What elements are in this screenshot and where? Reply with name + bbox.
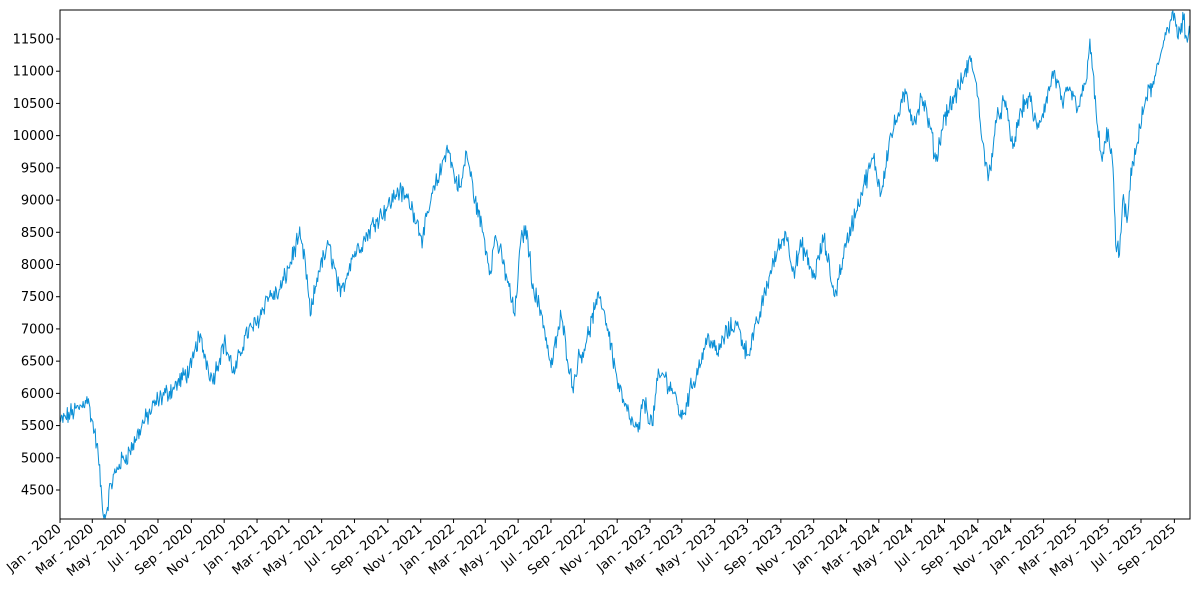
- y-tick-label: 8000: [21, 258, 54, 273]
- y-tick-label: 8500: [21, 226, 54, 241]
- plot-frame: [59, 9, 1191, 520]
- series-layer: [59, 10, 1191, 519]
- y-tick-label: 7000: [21, 322, 54, 337]
- y-tick-label: 9000: [21, 194, 54, 209]
- series-line: [59, 10, 1191, 519]
- y-tick-label: 11000: [13, 65, 54, 80]
- y-tick-label: 6000: [21, 387, 54, 402]
- y-tick-label: 6500: [21, 355, 54, 370]
- y-tick-label: 10500: [13, 97, 54, 112]
- y-axis-ticks: 4500 5000 5500 6000 6500 7000 7500 8000 8500 9000…: [13, 32, 60, 499]
- y-tick-label: 5500: [21, 419, 54, 434]
- y-tick-label: 4500: [21, 484, 54, 499]
- y-tick-label: 9500: [21, 161, 54, 176]
- y-tick-label: 7500: [21, 290, 54, 305]
- y-tick-label: 5000: [21, 451, 54, 466]
- y-tick-label: 11500: [13, 32, 54, 47]
- y-tick-label: 10000: [13, 129, 54, 144]
